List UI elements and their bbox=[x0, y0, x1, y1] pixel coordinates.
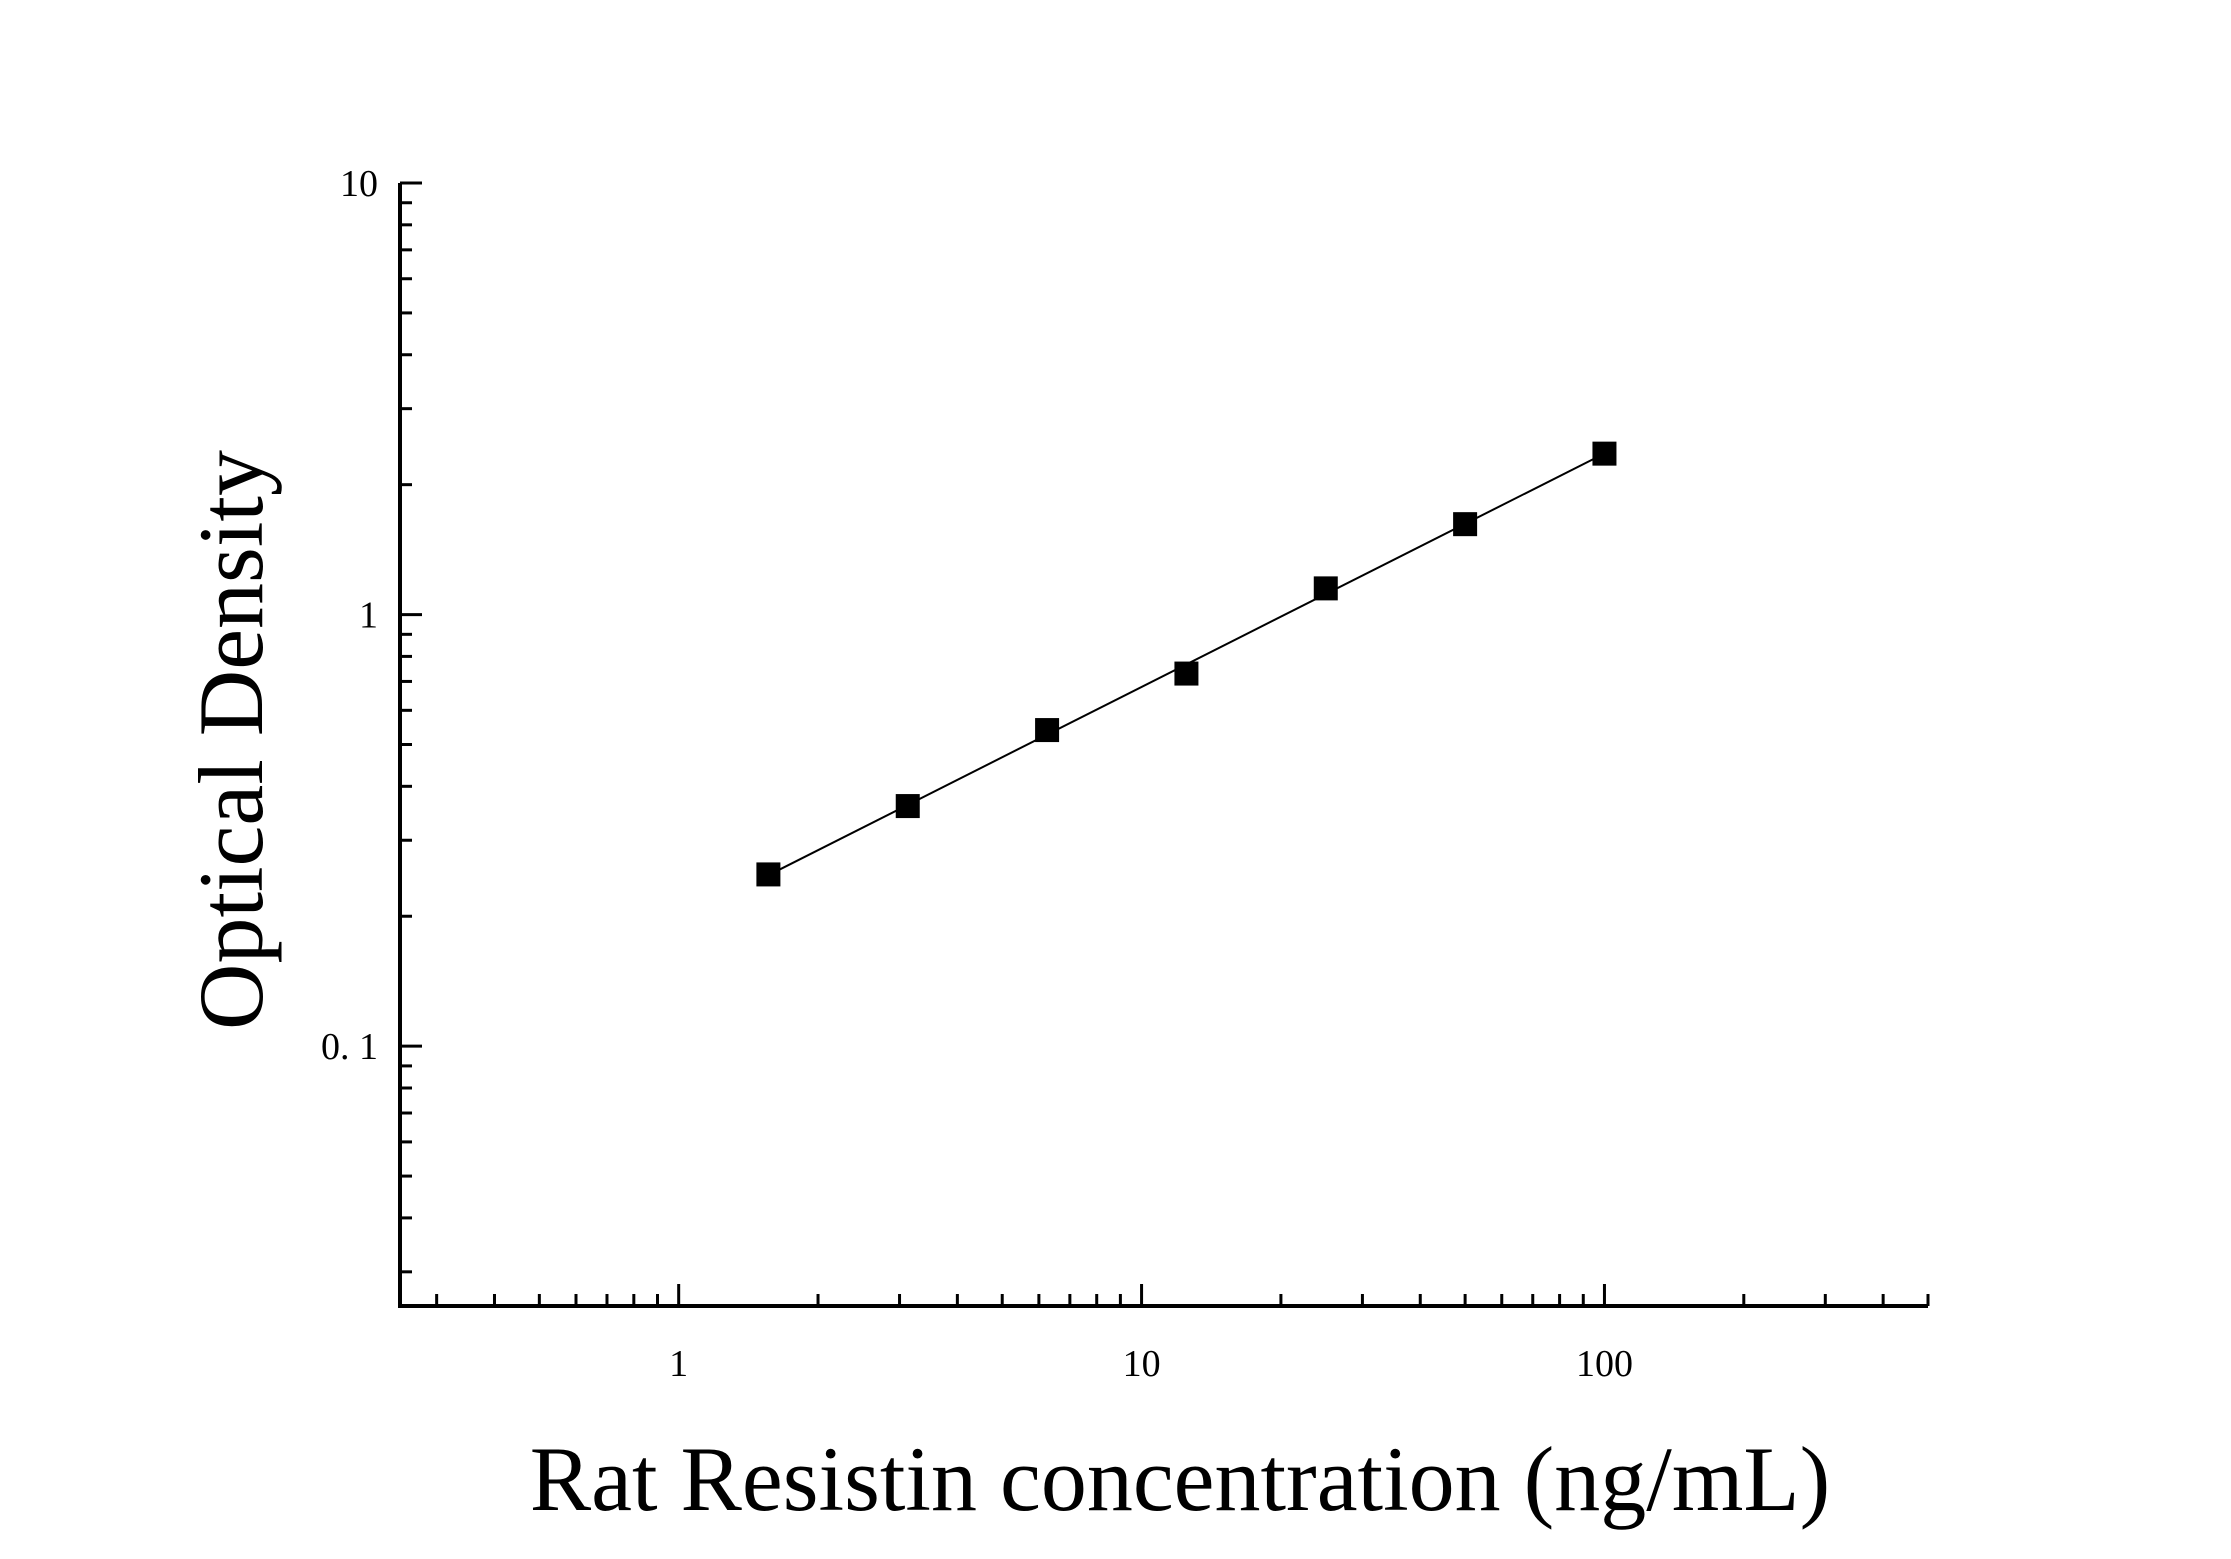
axes bbox=[398, 181, 1930, 1308]
data-point bbox=[1313, 576, 1338, 601]
data-point bbox=[1592, 441, 1617, 466]
x-tick-label: 10 bbox=[1123, 1343, 1161, 1385]
x-tick-label: 100 bbox=[1576, 1343, 1633, 1385]
x-axis-title: Rat Resistin concentration (ng/mL) bbox=[530, 1428, 1831, 1530]
y-tick-label: 0. 1 bbox=[321, 1026, 378, 1068]
y-tick-label: 10 bbox=[340, 163, 378, 205]
x-tick-label: 1 bbox=[669, 1343, 688, 1385]
data-point bbox=[1035, 718, 1060, 743]
y-tick-label: 1 bbox=[359, 595, 378, 637]
data-points bbox=[756, 441, 1617, 887]
data-point bbox=[895, 794, 920, 819]
data-point bbox=[1174, 661, 1199, 686]
tick-labels: 1 10 100 0. 1 1 10 bbox=[321, 163, 1633, 1385]
data-point bbox=[756, 862, 781, 887]
data-point bbox=[1453, 512, 1478, 537]
y-axis-title: Optical Density bbox=[180, 450, 282, 1030]
